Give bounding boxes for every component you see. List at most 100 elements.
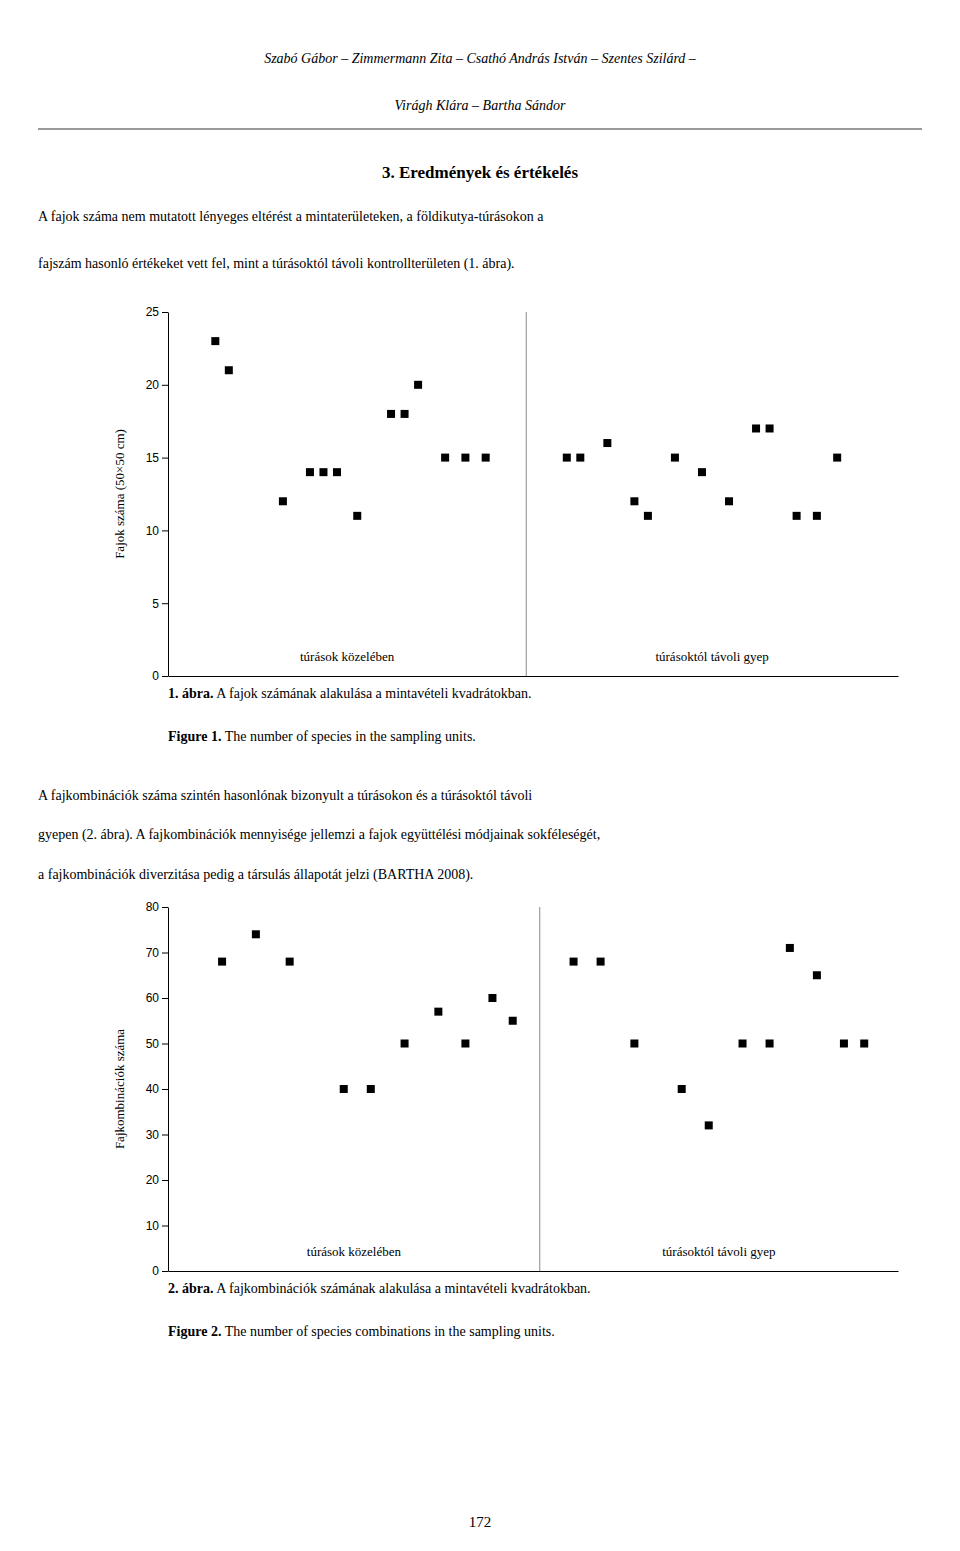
caption: Figure 1. The number of species in the s… <box>168 729 476 744</box>
caption-bold: Figure 1. <box>168 729 221 744</box>
group-label: túrások közelében <box>300 649 395 664</box>
y-tick-mark <box>162 1135 168 1136</box>
y-tick: 0 <box>152 1264 168 1278</box>
group-label: túrásoktól távoli gyep <box>662 1244 775 1259</box>
y-tick-mark <box>162 385 168 386</box>
y-tick-label: 10 <box>146 1219 160 1233</box>
point <box>441 454 449 462</box>
point <box>319 468 327 476</box>
body-text: a fajkombinációk diverzitása pedig a tár… <box>38 867 473 883</box>
y-tick-label: 40 <box>146 1082 160 1096</box>
y-tick-mark <box>162 676 168 677</box>
point <box>840 1040 848 1048</box>
caption-bold: Figure 2. <box>168 1324 221 1339</box>
y-tick-label: 20 <box>146 1173 160 1187</box>
point <box>752 424 760 432</box>
y-tick: 20 <box>146 1173 168 1187</box>
point <box>698 468 706 476</box>
point <box>461 454 469 462</box>
y-axis: 0 10 20 30 40 50 60 70 80 <box>146 900 169 1278</box>
point <box>725 497 733 505</box>
y-tick-mark <box>162 1180 168 1181</box>
x-axis-line <box>169 1271 899 1272</box>
caption-text: The number of species in the sampling un… <box>221 729 475 744</box>
point <box>705 1121 713 1129</box>
point <box>813 512 821 520</box>
y-axis-line <box>168 313 169 677</box>
y-tick: 10 <box>146 524 168 538</box>
point <box>630 497 638 505</box>
y-tick: 15 <box>146 451 168 465</box>
point <box>509 1017 517 1025</box>
y-tick-mark <box>162 1271 168 1272</box>
page-number: 172 <box>469 1514 492 1530</box>
y-tick: 10 <box>146 1219 168 1233</box>
point <box>461 1040 469 1048</box>
plot-area <box>211 312 841 676</box>
point <box>597 958 605 966</box>
y-axis: 0 5 10 15 20 25 <box>146 305 169 683</box>
caption-bold: 2. ábra. <box>168 1281 214 1296</box>
y-tick-label: 5 <box>152 597 159 611</box>
point <box>482 454 490 462</box>
point <box>786 944 794 952</box>
caption: 2. ábra. A fajkombinációk számának alaku… <box>168 1281 591 1296</box>
point <box>414 381 422 389</box>
y-tick-label: 20 <box>146 378 160 392</box>
point <box>603 439 611 447</box>
series <box>218 930 517 1093</box>
series <box>563 424 841 519</box>
point <box>367 1085 375 1093</box>
y-tick-label: 15 <box>146 451 160 465</box>
caption-bold: 1. ábra. <box>168 686 214 701</box>
y-tick-label: 70 <box>146 946 160 960</box>
y-tick-label: 30 <box>146 1128 160 1142</box>
point <box>387 410 395 418</box>
caption: 1. ábra. A fajok számának alakulása a mi… <box>168 686 532 701</box>
y-tick-label: 60 <box>146 991 160 1005</box>
chart: 0 10 20 30 40 50 60 70 80 túrások közelében túráso… <box>112 900 899 1278</box>
point <box>333 468 341 476</box>
y-tick-mark <box>162 1044 168 1045</box>
y-tick-mark <box>162 998 168 999</box>
point <box>570 958 578 966</box>
y-tick: 60 <box>146 991 168 1005</box>
header-line: Szabó Gábor – Zimmermann Zita – Csathó A… <box>264 51 697 66</box>
point <box>644 512 652 520</box>
point <box>211 337 219 345</box>
point <box>225 366 233 374</box>
point <box>793 512 801 520</box>
y-tick-label: 50 <box>146 1037 160 1051</box>
point <box>766 424 774 432</box>
body-text: gyepen (2. ábra). A fajkombinációk menny… <box>38 827 600 843</box>
y-tick-label: 80 <box>146 900 160 914</box>
point <box>671 454 679 462</box>
x-axis-line <box>169 676 899 677</box>
point <box>860 1040 868 1048</box>
caption-text: A fajok számának alakulása a mintavételi… <box>214 686 532 701</box>
point <box>630 1040 638 1048</box>
group-label: túrások közelében <box>307 1244 402 1259</box>
point <box>401 1040 409 1048</box>
y-tick: 25 <box>146 305 168 319</box>
point <box>252 930 260 938</box>
y-tick: 30 <box>146 1128 168 1142</box>
point <box>678 1085 686 1093</box>
y-tick-mark <box>162 458 168 459</box>
point <box>218 958 226 966</box>
point <box>563 454 571 462</box>
point <box>306 468 314 476</box>
section-title: 3. Eredmények és értékelés <box>382 163 578 182</box>
divider-line <box>526 312 527 676</box>
y-tick-label: 0 <box>152 669 159 683</box>
caption-text: A fajkombinációk számának alakulása a mi… <box>214 1281 591 1296</box>
y-tick: 80 <box>146 900 168 914</box>
y-tick-mark <box>162 953 168 954</box>
caption-text: The number of species combinations in th… <box>221 1324 554 1339</box>
y-tick-label: 0 <box>152 1264 159 1278</box>
point <box>488 994 496 1002</box>
y-axis-line <box>168 908 169 1272</box>
point <box>434 1008 442 1016</box>
point <box>833 454 841 462</box>
y-tick-mark <box>162 907 168 908</box>
